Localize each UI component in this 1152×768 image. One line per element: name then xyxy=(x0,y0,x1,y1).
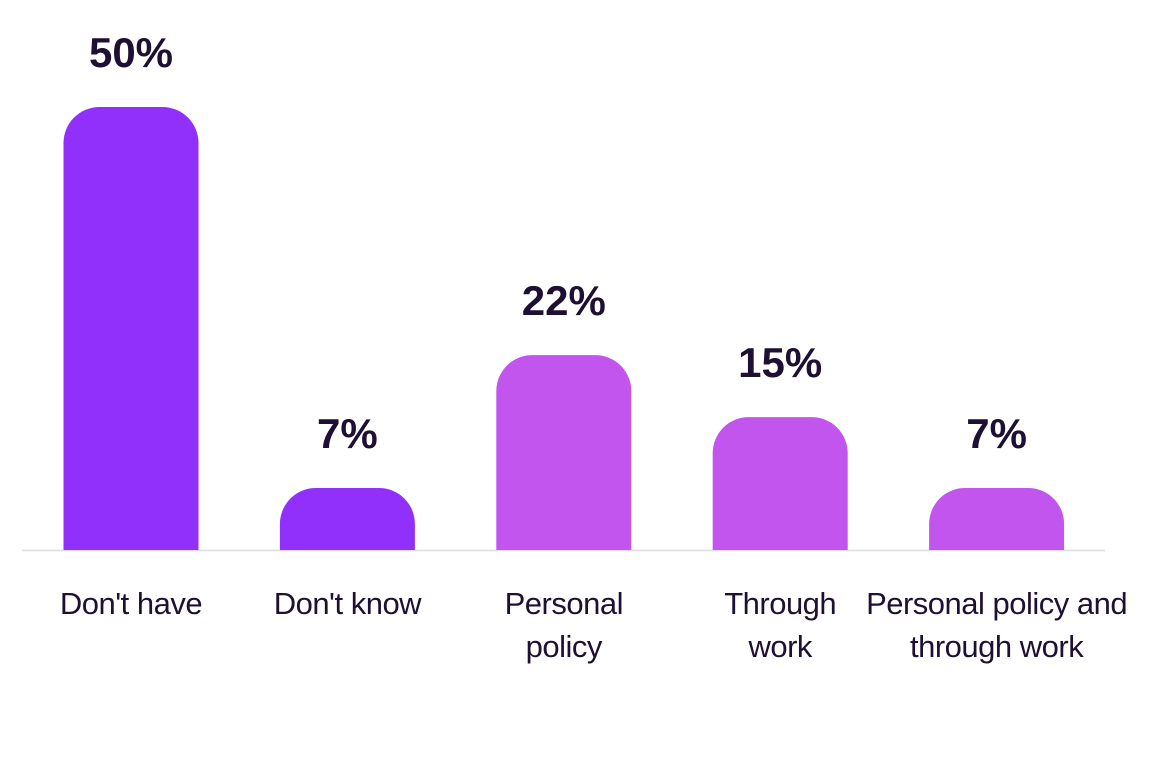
value-label: 15% xyxy=(738,339,822,386)
value-label: 50% xyxy=(89,29,173,76)
bar xyxy=(63,107,199,550)
bar xyxy=(496,355,632,550)
category-label: Don't know xyxy=(273,586,422,621)
bar xyxy=(712,417,848,550)
value-label: 7% xyxy=(317,410,378,457)
bar xyxy=(279,487,415,550)
category-label: Don't have xyxy=(59,586,203,621)
bar xyxy=(929,487,1065,550)
value-label: 22% xyxy=(522,277,606,324)
value-label: 7% xyxy=(966,410,1027,457)
category-label: Personal policy and through work xyxy=(866,586,1128,664)
category-label: Through work xyxy=(724,586,837,664)
category-label: Personal policy xyxy=(504,586,624,664)
